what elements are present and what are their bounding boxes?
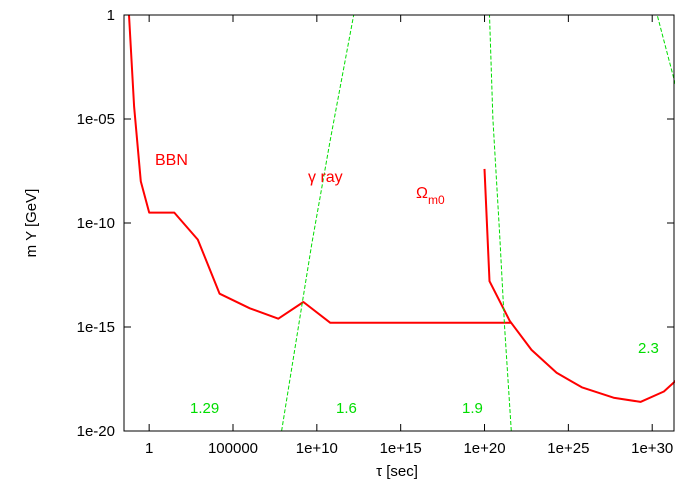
y-tick-label: 1e-10 [77, 215, 115, 232]
contour-line-3 [281, 15, 355, 431]
y-tick-label: 1e-15 [77, 319, 115, 336]
y-axis-label: m Y [GeV] [23, 189, 40, 258]
x-tick-label: 100000 [208, 440, 258, 457]
plot-frame [123, 14, 675, 432]
contour-label-1-29: 1.29 [190, 400, 219, 417]
contour-label-1-6: 1.6 [336, 400, 357, 417]
x-tick-label: 1 [145, 440, 153, 457]
x-tick-label: 1e+10 [296, 440, 338, 457]
x-tick-label: 1e+30 [631, 440, 673, 457]
x-tick-label: 1e+25 [547, 440, 589, 457]
omega-symbol: Ω [416, 185, 428, 202]
x-tick-label: 1e+20 [463, 440, 505, 457]
contour-label-1-9: 1.9 [462, 400, 483, 417]
contour-line-4 [489, 15, 512, 431]
constraint-line-0 [128, 15, 512, 324]
omega-label: Ωm0 [416, 185, 445, 207]
series-layer [128, 15, 675, 431]
x-tick-label: 1e+15 [380, 440, 422, 457]
x-axis-label: τ [sec] [376, 463, 418, 480]
y-tick-label: 1 [107, 7, 115, 24]
constraint-line-1 [483, 168, 675, 403]
contour-line-5 [656, 15, 675, 85]
gamma-ray-label: γ ray [308, 169, 343, 186]
y-tick-label: 1e-20 [77, 423, 115, 440]
y-tick-label: 1e-05 [77, 111, 115, 128]
ticks-layer: 1 100000 1e+10 1e+15 1e+20 1e+25 1e+30 1 1e-05 1e… [77, 7, 674, 457]
omega-subscript: m0 [428, 193, 445, 207]
contour-label-2-3: 2.3 [638, 340, 659, 357]
bbn-label: BBN [155, 152, 188, 169]
